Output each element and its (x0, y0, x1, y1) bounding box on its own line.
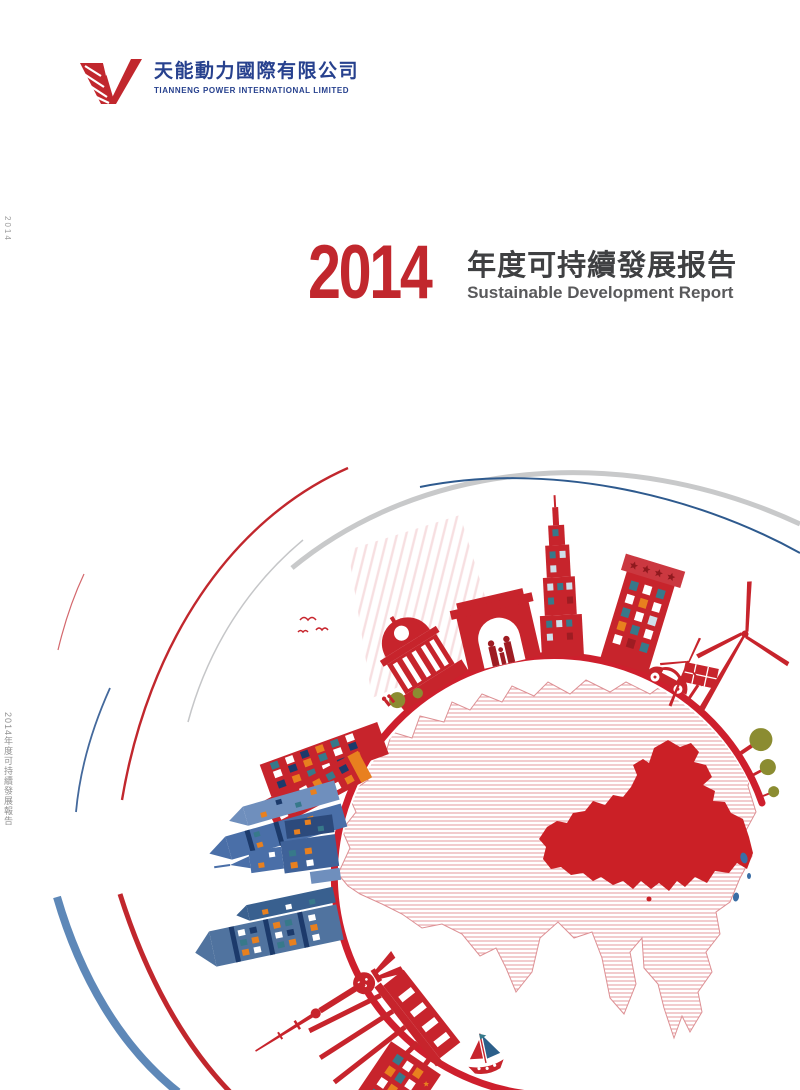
blue-skyscrapers (195, 886, 344, 967)
company-name-zh: 天能動力國際有限公司 (154, 61, 360, 82)
star-hotel (600, 553, 686, 674)
pedestrians (381, 694, 396, 707)
sailboat (468, 1033, 504, 1075)
spine-text-side: 2014年度可持續發展報告 (3, 712, 13, 827)
blue-skyscrapers (214, 814, 342, 884)
family-silhouette (487, 635, 516, 667)
tv-tower (255, 950, 405, 1052)
arch-building (449, 588, 542, 673)
report-year: 2014 (308, 230, 433, 315)
report-title-block: 2014 年度可持續發展报告 Sustainable Development R… (308, 230, 737, 315)
tianneng-v-logo-icon (80, 59, 142, 104)
island-dots (732, 852, 751, 902)
window-building (353, 1041, 441, 1090)
stepped-skyscraper (539, 495, 584, 659)
company-name-en: TIANNENG POWER INTERNATIONAL LIMITED (154, 85, 350, 95)
report-title-zh: 年度可持續發展报告 (467, 250, 738, 283)
wind-turbine-large (694, 580, 791, 714)
spine-text-top: 2014 (3, 216, 12, 242)
birds (297, 616, 329, 634)
wind-turbine-small (659, 637, 704, 707)
report-title-text: 年度可持續發展报告 Sustainable Development Report (467, 250, 737, 301)
cityscape (195, 495, 791, 1090)
china-map (539, 740, 753, 902)
solar-panel (681, 661, 719, 701)
orbit-arcs (53, 466, 800, 1090)
company-logo: 天能動力國際有限公司 TIANNENG POWER INTERNATIONAL … (76, 56, 359, 112)
report-title-en: Sustainable Development Report (467, 282, 734, 302)
company-name: 天能動力國際有限公司 TIANNENG POWER INTERNATIONAL … (154, 56, 359, 95)
